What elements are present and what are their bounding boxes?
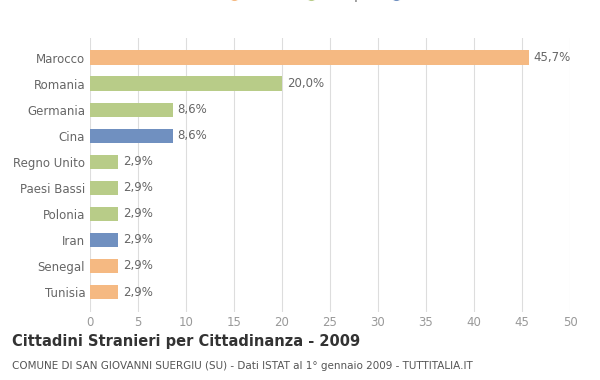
Text: 45,7%: 45,7% bbox=[533, 51, 571, 64]
Text: 2,9%: 2,9% bbox=[122, 260, 152, 272]
Text: 2,9%: 2,9% bbox=[122, 285, 152, 299]
Bar bbox=[90, 180, 118, 195]
Text: 8,6%: 8,6% bbox=[178, 103, 207, 116]
Text: 8,6%: 8,6% bbox=[178, 129, 207, 142]
Text: 2,9%: 2,9% bbox=[122, 207, 152, 220]
Text: 20,0%: 20,0% bbox=[287, 77, 324, 90]
Bar bbox=[90, 207, 118, 221]
Bar bbox=[90, 76, 282, 91]
Bar bbox=[90, 51, 529, 65]
Bar bbox=[90, 155, 118, 169]
Bar bbox=[90, 103, 173, 117]
Bar bbox=[90, 259, 118, 273]
Text: Cittadini Stranieri per Cittadinanza - 2009: Cittadini Stranieri per Cittadinanza - 2… bbox=[12, 334, 360, 349]
Text: 2,9%: 2,9% bbox=[122, 155, 152, 168]
Bar bbox=[90, 285, 118, 299]
Text: 2,9%: 2,9% bbox=[122, 181, 152, 194]
Legend: Africa, Europa, Asia: Africa, Europa, Asia bbox=[217, 0, 443, 7]
Text: COMUNE DI SAN GIOVANNI SUERGIU (SU) - Dati ISTAT al 1° gennaio 2009 - TUTTITALIA: COMUNE DI SAN GIOVANNI SUERGIU (SU) - Da… bbox=[12, 361, 473, 371]
Bar bbox=[90, 128, 173, 143]
Bar bbox=[90, 233, 118, 247]
Text: 2,9%: 2,9% bbox=[122, 233, 152, 246]
